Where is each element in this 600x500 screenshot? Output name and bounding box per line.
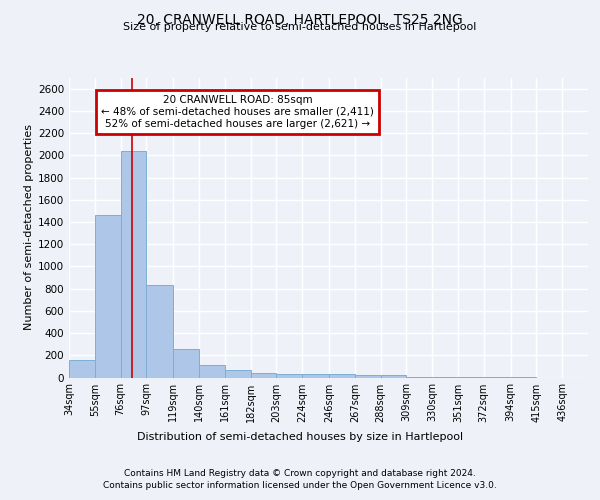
Bar xyxy=(199,364,225,378)
Bar xyxy=(277,374,302,378)
Text: Size of property relative to semi-detached houses in Hartlepool: Size of property relative to semi-detach… xyxy=(124,22,476,32)
Bar xyxy=(225,370,251,378)
Bar xyxy=(380,376,406,378)
Text: 20 CRANWELL ROAD: 85sqm
← 48% of semi-detached houses are smaller (2,411)
52% of: 20 CRANWELL ROAD: 85sqm ← 48% of semi-de… xyxy=(101,96,374,128)
Bar xyxy=(95,214,121,378)
Bar xyxy=(432,377,458,378)
Text: Contains HM Land Registry data © Crown copyright and database right 2024.: Contains HM Land Registry data © Crown c… xyxy=(124,469,476,478)
Bar xyxy=(69,360,95,378)
Bar xyxy=(251,374,277,378)
Bar xyxy=(355,375,380,378)
Bar xyxy=(146,286,173,378)
Bar xyxy=(173,349,199,378)
Bar xyxy=(406,376,432,378)
Text: 20, CRANWELL ROAD, HARTLEPOOL, TS25 2NG: 20, CRANWELL ROAD, HARTLEPOOL, TS25 2NG xyxy=(137,12,463,26)
Text: Contains public sector information licensed under the Open Government Licence v3: Contains public sector information licen… xyxy=(103,481,497,490)
Bar xyxy=(329,374,355,378)
Y-axis label: Number of semi-detached properties: Number of semi-detached properties xyxy=(24,124,34,330)
Bar xyxy=(121,151,146,378)
Text: Distribution of semi-detached houses by size in Hartlepool: Distribution of semi-detached houses by … xyxy=(137,432,463,442)
Bar xyxy=(302,374,329,378)
